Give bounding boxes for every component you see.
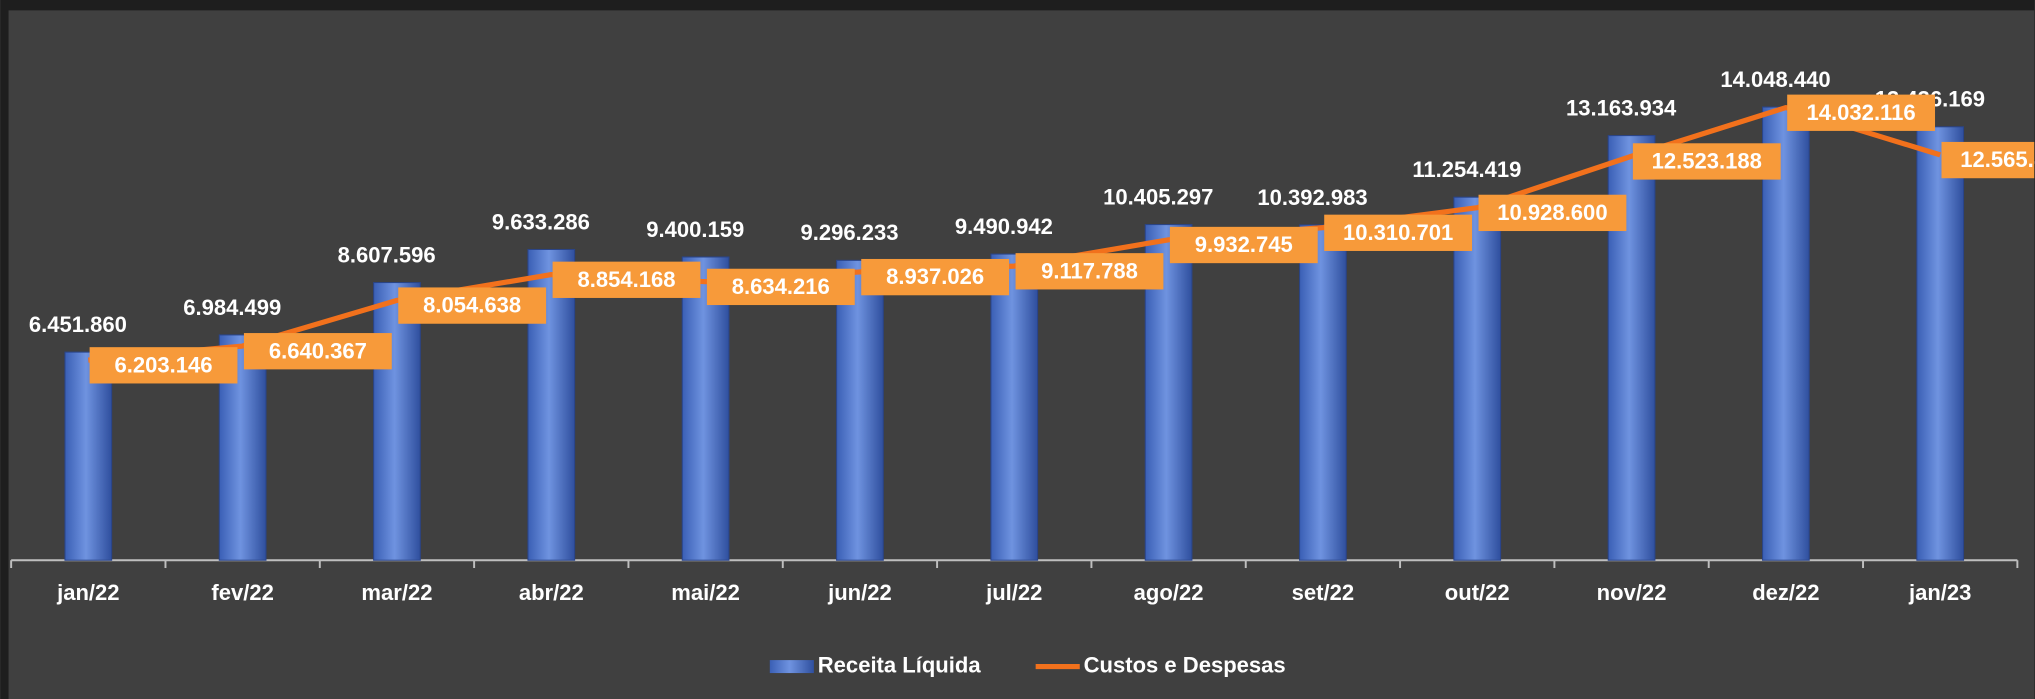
bar-value-label: 13.163.934	[1566, 95, 1677, 120]
bar-value-label: 6.984.499	[183, 295, 281, 320]
bar-value-label: 8.607.596	[338, 242, 436, 267]
bar-value-label: 11.254.419	[1412, 157, 1521, 182]
line-value-label: 8.937.026	[886, 264, 984, 289]
bar-value-label: 9.296.233	[801, 220, 899, 245]
bar-value-label: 14.048.440	[1720, 67, 1830, 92]
bar	[1762, 106, 1810, 561]
line-label-box	[1941, 141, 2035, 179]
line-value-label: 8.634.216	[732, 274, 830, 299]
bar-value-label: 10.392.983	[1257, 185, 1367, 210]
line-value-label: 12.523.188	[1652, 149, 1762, 174]
line	[88, 104, 1941, 363]
line-label-box	[1478, 194, 1627, 232]
x-tick-label: ago/22	[1134, 580, 1204, 605]
line-value-label: 10.928.600	[1497, 200, 1607, 225]
bar	[1299, 224, 1347, 561]
line-label-box	[1787, 94, 1936, 131]
bar-value-label: 9.490.942	[955, 214, 1053, 239]
line-label-box	[89, 347, 238, 384]
line-value-label: 8.854.168	[577, 267, 675, 292]
line-label-box	[861, 258, 1010, 296]
line-label-box	[398, 287, 547, 324]
line-label-box	[552, 261, 701, 298]
bar	[373, 282, 421, 561]
line-label-box	[1015, 253, 1164, 290]
bar	[836, 259, 884, 561]
line-value-label: 12.565.457	[1960, 147, 2035, 172]
bar	[681, 256, 730, 561]
bar-value-label: 10.405.297	[1103, 184, 1213, 209]
bar	[1916, 126, 1965, 561]
bar-value-label: 6.451.860	[29, 312, 127, 337]
x-tick-label: out/22	[1445, 580, 1510, 605]
bar	[1453, 196, 1502, 561]
line-value-label: 6.203.146	[115, 352, 213, 377]
line-value-label: 14.032.116	[1807, 100, 1916, 125]
x-tick-label: set/22	[1292, 580, 1354, 605]
legend-swatch	[769, 660, 814, 674]
line-label-box	[1632, 143, 1781, 180]
x-tick-label: jan/23	[1908, 580, 1971, 605]
legend-label: Receita Líquida	[818, 652, 982, 677]
line-label-box	[243, 333, 392, 370]
line-value-label: 6.640.367	[269, 338, 367, 363]
x-tick-label: fev/22	[211, 580, 273, 605]
line-value-label: 8.054.638	[423, 293, 521, 318]
bar	[64, 351, 113, 561]
x-tick-label: jan/22	[56, 580, 119, 605]
line-label-box	[1324, 214, 1473, 251]
x-tick-label: abr/22	[519, 580, 584, 605]
bar-value-label: 9.400.159	[646, 217, 744, 242]
line-label-box	[706, 268, 855, 306]
line-label-box	[1169, 226, 1318, 264]
x-tick-label: nov/22	[1597, 580, 1667, 605]
line-value-label: 9.117.788	[1041, 258, 1138, 283]
x-tick-label: jul/22	[985, 580, 1042, 605]
x-tick-label: mai/22	[671, 580, 740, 605]
x-tick-label: mar/22	[361, 580, 432, 605]
legend-label: Custos e Despesas	[1084, 652, 1286, 677]
line-value-label: 10.310.701	[1343, 220, 1453, 245]
x-tick-label: dez/22	[1752, 580, 1819, 605]
bar-value-label: 9.633.286	[492, 209, 590, 234]
bar	[990, 253, 1039, 561]
line-value-label: 9.932.745	[1195, 232, 1293, 257]
x-tick-label: jun/22	[827, 580, 892, 605]
